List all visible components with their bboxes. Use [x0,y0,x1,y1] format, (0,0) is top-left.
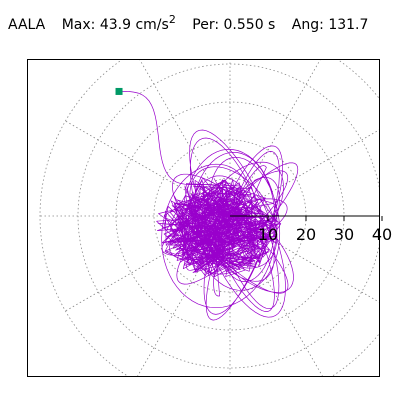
motion-trace-path [119,91,299,321]
header: AALA Max: 43.9 cm/s2 Per: 0.550 s Ang: 1… [8,13,369,33]
max-unit-exponent: 2 [168,13,176,26]
max-label: Max: [61,17,96,33]
plot-frame [27,59,380,377]
grid-spoke [229,129,379,217]
motion-trace [119,91,299,321]
max-value: 43.9 [99,17,131,33]
max-marker [115,87,123,95]
station-code: AALA [8,17,46,33]
max-unit: cm/s [135,17,169,33]
per-label: Per: [192,17,220,33]
radial-tick-label: 40 [372,225,392,244]
radial-tick-label: 10 [258,225,278,244]
radial-axis: 10 20 30 40 [230,215,392,244]
radial-tick-label: 30 [334,225,354,244]
ang-label: Ang: [291,17,324,33]
radial-tick-label: 20 [296,225,316,244]
per-value: 0.550 s [223,17,276,33]
max-marker-layer [115,87,123,95]
ang-value: 131.7 [328,17,369,33]
grid-ring [39,60,379,376]
grid-spoke [139,60,231,217]
